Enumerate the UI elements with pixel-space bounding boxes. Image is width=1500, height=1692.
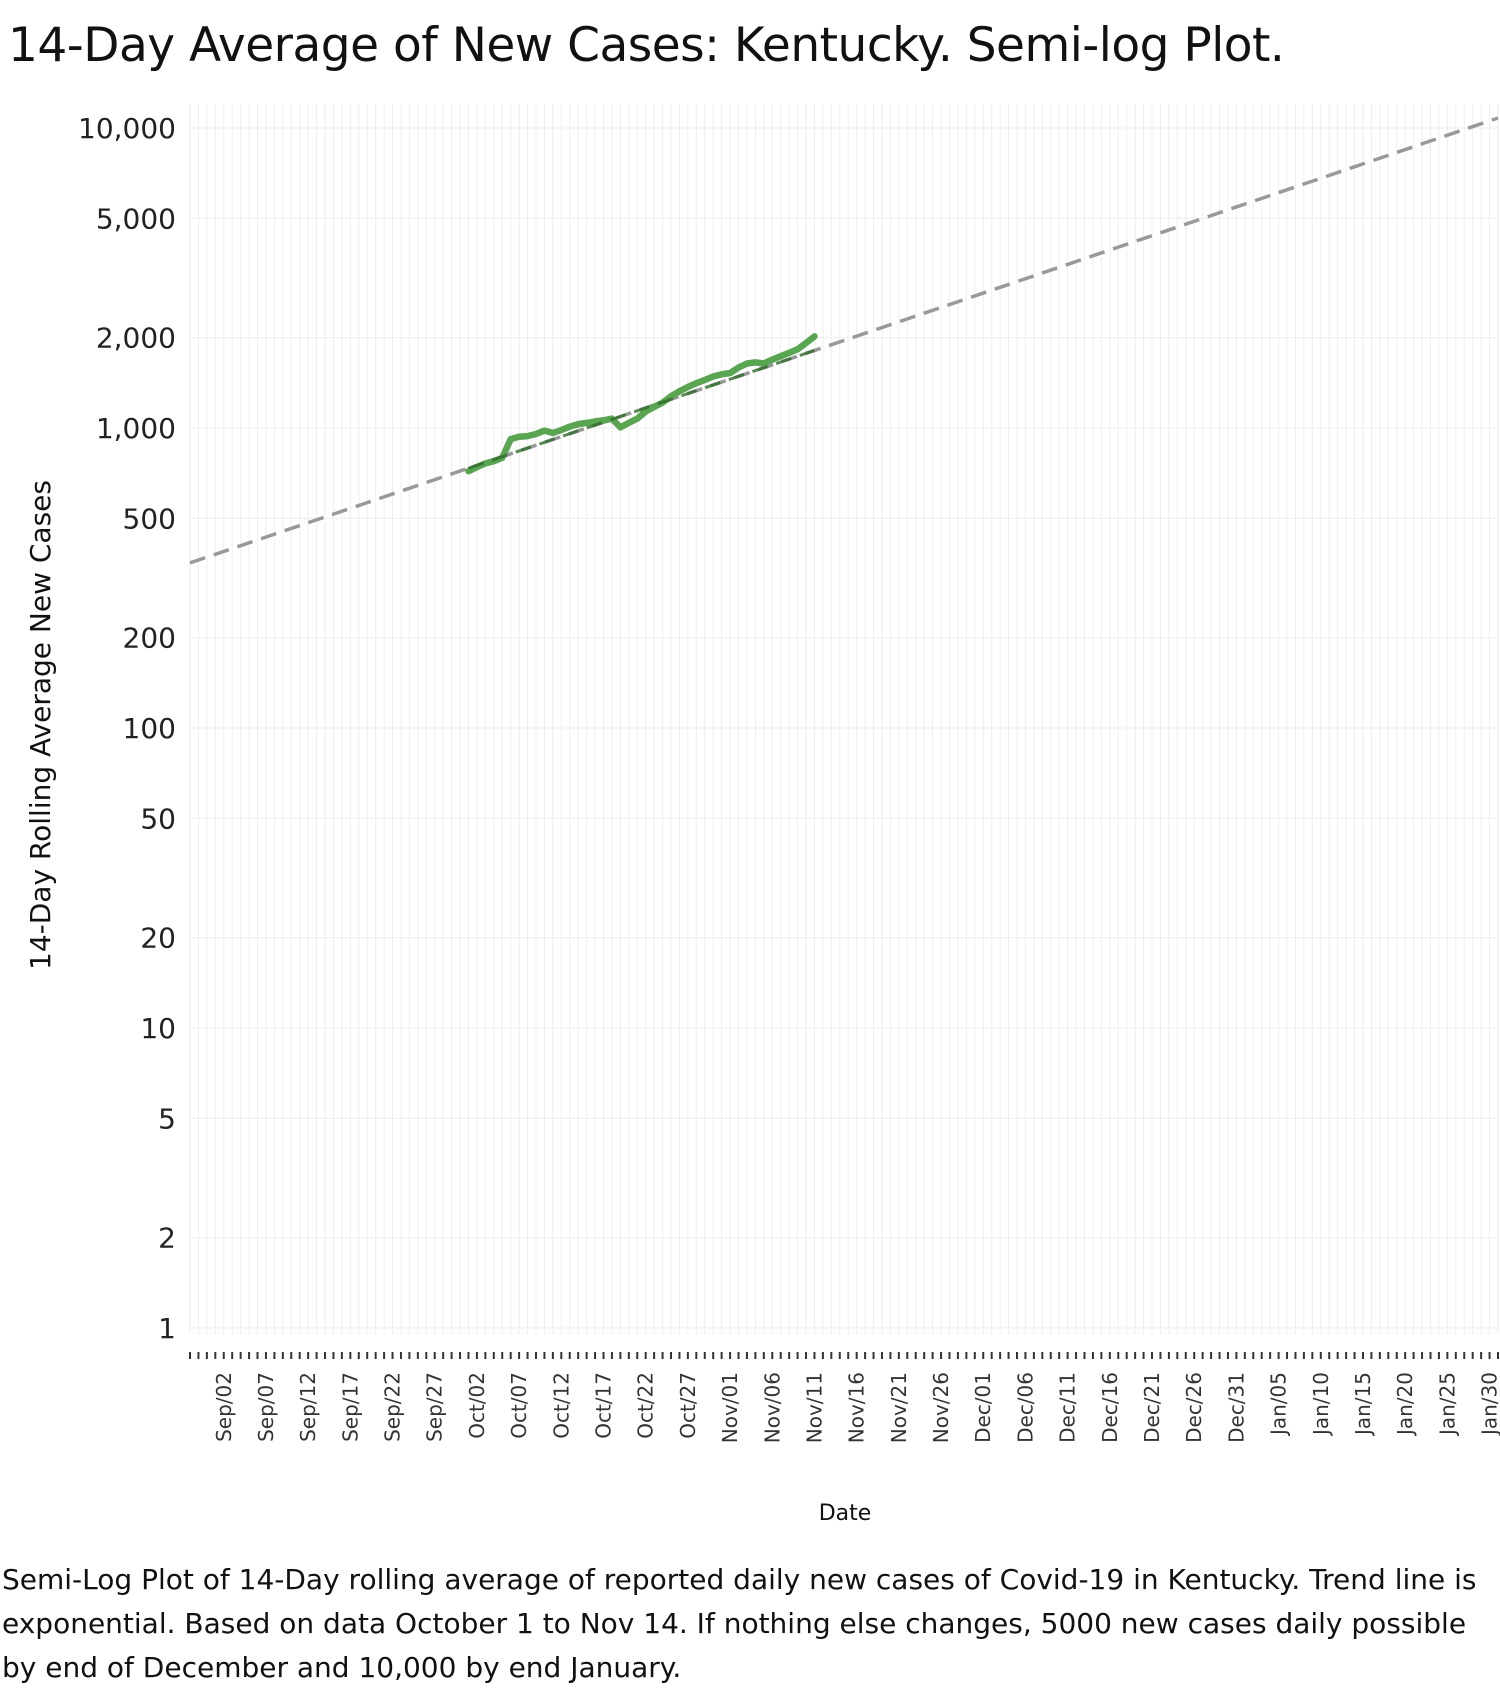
trend-line — [189, 116, 1499, 565]
x-tick-label: Jan/30 — [1478, 1372, 1500, 1437]
grid — [189, 104, 1499, 1334]
x-tick-label: Nov/26 — [929, 1372, 953, 1443]
trend-line-overlap — [467, 349, 815, 470]
x-tick-label: Jan/05 — [1267, 1372, 1291, 1437]
y-tick-label: 10 — [140, 1012, 176, 1045]
chart-title: 14-Day Average of New Cases: Kentucky. S… — [8, 18, 1285, 73]
x-tick-label: Sep/02 — [212, 1372, 236, 1442]
x-tick-label: Oct/12 — [549, 1372, 573, 1439]
y-tick-label: 500 — [123, 502, 176, 535]
y-tick-label: 2,000 — [96, 322, 176, 355]
x-tick-label: Sep/12 — [296, 1372, 320, 1442]
y-tick-label: 5 — [158, 1102, 176, 1135]
horizontal-gridlines — [190, 127, 1498, 1329]
x-tick-label: Dec/11 — [1056, 1372, 1080, 1443]
x-tick-label: Jan/20 — [1393, 1372, 1417, 1437]
x-tick-label: Oct/07 — [507, 1372, 531, 1439]
x-axis-tick-labels: Sep/02 Sep/07 Sep/12 Sep/17 Sep/22 Sep/27 Oct/… — [212, 1372, 1500, 1443]
y-tick-label: 20 — [140, 922, 176, 955]
y-tick-label: 50 — [140, 802, 176, 835]
y-tick-label: 1 — [158, 1312, 176, 1345]
y-tick-label: 100 — [123, 712, 176, 745]
x-tick-label: Dec/21 — [1140, 1372, 1164, 1443]
y-tick-label: 5,000 — [96, 202, 176, 235]
y-axis-label: 14-Day Rolling Average New Cases — [24, 480, 57, 970]
x-tick-label: Dec/31 — [1224, 1372, 1248, 1443]
x-tick-label: Jan/25 — [1435, 1372, 1459, 1437]
x-axis — [189, 1352, 1499, 1359]
x-tick-label: Oct/17 — [591, 1372, 615, 1439]
data-line — [465, 333, 818, 475]
y-tick-label: 2 — [158, 1222, 176, 1255]
x-tick-label: Sep/17 — [338, 1372, 362, 1442]
x-tick-label: Nov/21 — [887, 1372, 911, 1443]
x-tick-label: Oct/27 — [676, 1372, 700, 1439]
caption: Semi-Log Plot of 14-Day rolling average … — [2, 1563, 1477, 1684]
x-tick-label: Sep/22 — [381, 1372, 405, 1442]
y-tick-label: 1,000 — [96, 412, 176, 445]
series-layer — [189, 116, 1499, 565]
x-tick-label: Nov/06 — [760, 1372, 784, 1443]
x-tick-label: Dec/16 — [1098, 1372, 1122, 1443]
x-tick-label: Oct/02 — [465, 1372, 489, 1439]
x-tick-label: Dec/01 — [971, 1372, 995, 1443]
x-tick-label: Sep/07 — [254, 1372, 278, 1442]
x-tick-label: Dec/06 — [1013, 1372, 1037, 1443]
y-tick-label: 10,000 — [78, 112, 176, 145]
x-tick-label: Sep/27 — [423, 1372, 447, 1442]
vertical-gridlines — [189, 104, 1499, 1334]
x-tick-label: Jan/10 — [1309, 1372, 1333, 1437]
x-axis-label: Date — [819, 1501, 872, 1526]
x-tick-label: Oct/22 — [634, 1372, 658, 1439]
x-tick-label: Nov/16 — [845, 1372, 869, 1443]
x-tick-label: Jan/15 — [1351, 1372, 1375, 1437]
y-axis-ticks: 10,000 5,000 2,000 1,000 500 200 100 50 20 10 5 2 1 — [78, 112, 176, 1345]
x-tick-label: Nov/11 — [802, 1372, 826, 1443]
y-tick-label: 200 — [123, 622, 176, 655]
x-tick-label: Nov/01 — [718, 1372, 742, 1443]
x-tick-label: Dec/26 — [1182, 1372, 1206, 1443]
